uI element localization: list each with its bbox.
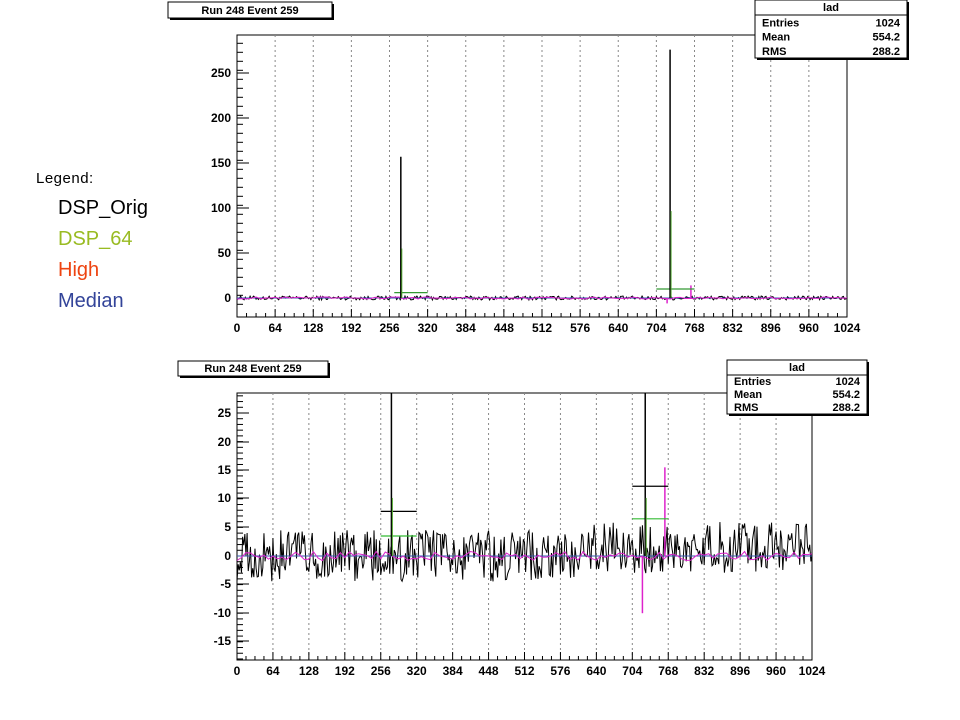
x-tick-label: 256 [371, 664, 391, 678]
x-tick-label: 576 [550, 664, 570, 678]
stats-label: Entries [762, 17, 799, 29]
chart-1: 0 64 128 192 256 320 384 448 512 576 640 704 768 832 8… [167, 0, 909, 335]
x-tick-label: 960 [799, 321, 819, 335]
chart-2: 0 64 128 192 256 320 384 448 512 576 640 704 768 832 8… [177, 359, 869, 678]
title-box [167, 1, 333, 19]
y-tick-label: 15 [218, 463, 232, 477]
chart-title: Run 248 Event 259 [201, 5, 298, 17]
stats-label: RMS [734, 402, 758, 414]
y-tick-label: -5 [220, 577, 231, 591]
stats-label: Mean [734, 389, 762, 401]
y-tick-label: 20 [218, 435, 232, 449]
legend-title: Legend: [36, 170, 94, 187]
y-tick-label: -15 [214, 634, 232, 648]
x-tick-label: 960 [766, 664, 786, 678]
stats-box [726, 359, 868, 415]
y-tick-label: 0 [224, 549, 231, 563]
y-tick-label: 150 [211, 156, 231, 170]
chart-title: Run 248 Event 259 [204, 363, 301, 375]
x-tick-label: 64 [268, 321, 282, 335]
stats-label: Mean [762, 32, 790, 44]
plot-frame [236, 392, 813, 661]
x-tick-label: 320 [407, 664, 427, 678]
x-tick-label: 704 [646, 321, 666, 335]
stats-value: 288.2 [872, 46, 900, 58]
x-tick-label: 1024 [799, 664, 826, 678]
series-dsp-orig-trace [236, 522, 813, 583]
stats-value: 1024 [836, 376, 861, 388]
x-tick-label: 896 [761, 321, 781, 335]
x-tick-label: 192 [335, 664, 355, 678]
x-tick-label: 128 [303, 321, 323, 335]
x-tick-label: 320 [418, 321, 438, 335]
stats-name: lad [789, 362, 805, 374]
y-tick-label: 50 [218, 246, 232, 260]
x-tick-label: 1024 [834, 321, 861, 335]
stats-label: RMS [762, 46, 786, 58]
series-dsp-orig-trace [236, 294, 848, 302]
x-tick-label: 704 [622, 664, 642, 678]
x-tick-label: 896 [730, 664, 750, 678]
x-tick-label: 64 [266, 664, 280, 678]
x-tick-label: 192 [341, 321, 361, 335]
x-tick-label: 384 [456, 321, 476, 335]
stats-label: Entries [734, 376, 771, 388]
x-tick-label: 256 [379, 321, 399, 335]
x-tick-label: 640 [586, 664, 606, 678]
legend-item-high: High [58, 259, 100, 281]
x-tick-label: 512 [514, 664, 534, 678]
y-tick-label: 100 [211, 201, 231, 215]
x-tick-label: 448 [479, 664, 499, 678]
y-tick-label: 5 [224, 520, 231, 534]
y-tick-label: 200 [211, 111, 231, 125]
legend-item-dsp-64: DSP_64 [58, 228, 133, 250]
y-tick-label: -10 [214, 606, 232, 620]
x-tick-label: 576 [570, 321, 590, 335]
x-tick-label: 0 [234, 664, 241, 678]
x-tick-label: 832 [723, 321, 743, 335]
legend: Legend: DSP_Orig DSP_64 High Median [36, 170, 148, 317]
legend-item-median: Median [58, 290, 124, 312]
stats-value: 554.2 [832, 389, 860, 401]
x-tick-label: 128 [299, 664, 319, 678]
x-tick-label: 832 [694, 664, 714, 678]
x-tick-label: 384 [443, 664, 463, 678]
x-tick-label: 448 [494, 321, 514, 335]
x-tick-label: 640 [608, 321, 628, 335]
x-tick-label: 512 [532, 321, 552, 335]
x-tick-label: 768 [658, 664, 678, 678]
stats-value: 554.2 [872, 32, 900, 44]
legend-item-dsp-orig: DSP_Orig [58, 197, 149, 219]
title-box [177, 360, 329, 377]
stats-value: 1024 [876, 17, 901, 29]
y-tick-label: 10 [218, 491, 232, 505]
stats-value: 288.2 [832, 402, 860, 414]
y-tick-label: 25 [218, 406, 232, 420]
x-tick-label: 768 [684, 321, 704, 335]
series-high-trace [236, 296, 848, 300]
x-tick-label: 0 [234, 321, 241, 335]
stats-name: lad [823, 2, 839, 14]
stats-box [754, 0, 908, 59]
series-high-trace [236, 550, 813, 562]
y-tick-label: 0 [224, 291, 231, 305]
y-tick-label: 250 [211, 66, 231, 80]
